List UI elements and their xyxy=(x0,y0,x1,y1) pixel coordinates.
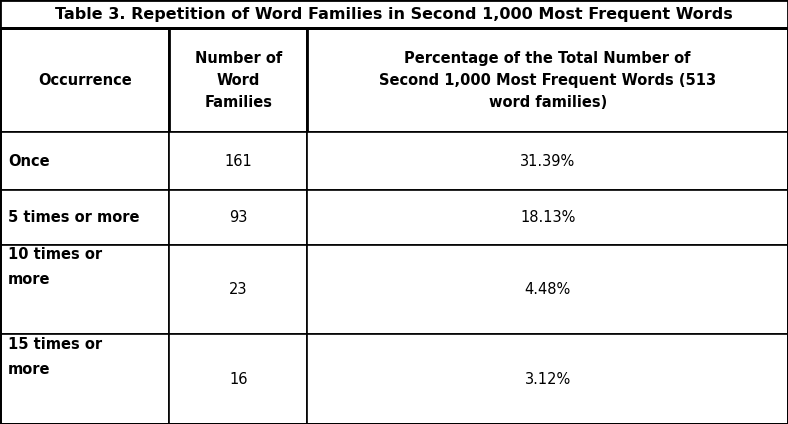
Bar xyxy=(169,28,307,132)
Text: Percentage of the Total Number of
Second 1,000 Most Frequent Words (513
word fam: Percentage of the Total Number of Second… xyxy=(379,50,716,110)
Text: Once: Once xyxy=(8,154,50,169)
Bar xyxy=(169,190,307,245)
Text: Table 3. Repetition of Word Families in Second 1,000 Most Frequent Words: Table 3. Repetition of Word Families in … xyxy=(55,6,733,22)
Bar xyxy=(307,335,788,424)
Text: Occurrence: Occurrence xyxy=(38,73,132,88)
Text: 93: 93 xyxy=(229,210,247,225)
Text: Number of
Word
Families: Number of Word Families xyxy=(195,50,282,110)
Bar xyxy=(0,190,169,245)
Bar xyxy=(307,132,788,190)
Bar xyxy=(307,28,788,132)
Bar xyxy=(307,245,788,335)
Text: 4.48%: 4.48% xyxy=(525,282,571,297)
Text: 161: 161 xyxy=(225,154,252,169)
Bar xyxy=(0,245,169,335)
Bar xyxy=(169,132,307,190)
Text: 31.39%: 31.39% xyxy=(520,154,575,169)
Bar xyxy=(169,245,307,335)
Text: 16: 16 xyxy=(229,372,247,387)
Bar xyxy=(169,335,307,424)
Text: 3.12%: 3.12% xyxy=(525,372,571,387)
Text: 23: 23 xyxy=(229,282,247,297)
Bar xyxy=(0,335,169,424)
Text: 15 times or
more: 15 times or more xyxy=(8,337,102,377)
Bar xyxy=(307,190,788,245)
Bar xyxy=(0,28,169,132)
Text: 18.13%: 18.13% xyxy=(520,210,575,225)
Text: 10 times or
more: 10 times or more xyxy=(8,248,102,287)
Bar xyxy=(0,132,169,190)
Text: 5 times or more: 5 times or more xyxy=(8,210,139,225)
